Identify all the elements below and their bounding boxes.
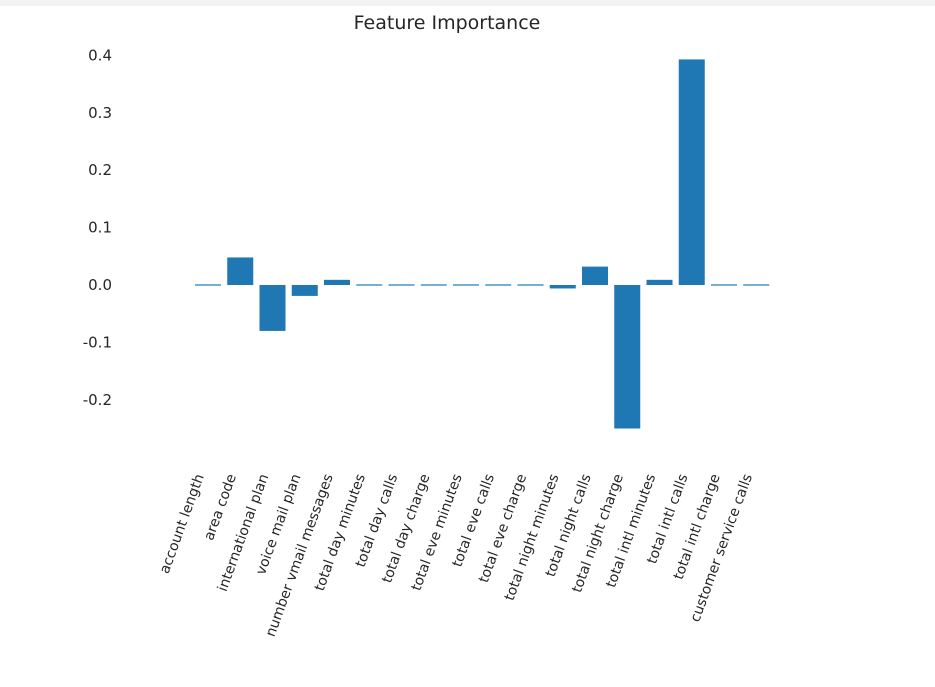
bar	[227, 257, 254, 285]
y-tick-label: 0.2	[88, 161, 112, 179]
bar	[711, 284, 737, 286]
bar	[743, 284, 770, 286]
bar	[291, 285, 318, 296]
y-tick-label: 0.3	[88, 104, 112, 122]
bar	[549, 285, 576, 289]
bar	[388, 284, 415, 286]
bar	[259, 285, 286, 331]
top-border	[0, 0, 935, 6]
y-tick-label: 0.1	[88, 219, 112, 237]
x-tick-label: area code	[201, 472, 240, 543]
y-tick-label: 0.0	[88, 276, 112, 294]
bar	[453, 284, 479, 286]
bar	[485, 284, 512, 286]
y-tick-label: 0.4	[88, 46, 112, 64]
bar	[517, 284, 544, 286]
bar	[420, 284, 447, 286]
bars	[195, 59, 770, 429]
bar	[356, 284, 383, 286]
chart-title: Feature Importance	[354, 12, 541, 34]
bar	[195, 284, 221, 286]
bar	[324, 279, 350, 285]
y-tick-label: -0.1	[83, 333, 112, 351]
bar	[646, 279, 673, 285]
bar	[582, 266, 608, 285]
y-axis-ticks: 0.4 0.3 0.2 0.1 0.0 -0.1 -0.2	[83, 46, 112, 408]
x-tick-label: account length	[157, 472, 208, 576]
bar	[614, 285, 641, 429]
y-tick-label: -0.2	[83, 391, 112, 409]
bar	[678, 59, 705, 285]
